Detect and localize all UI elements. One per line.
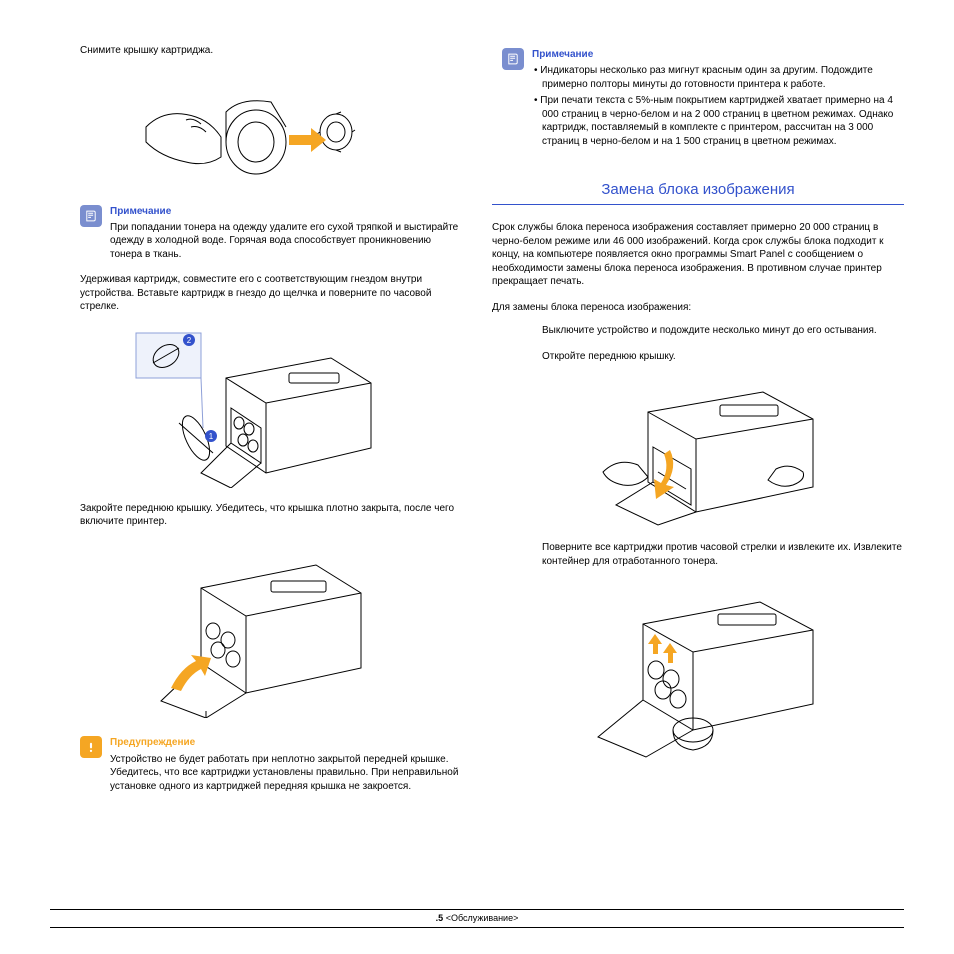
step-remove-cap: Снимите крышку картриджа. xyxy=(80,44,462,58)
warning-cover: Предупреждение Устройство не будет работ… xyxy=(80,736,462,794)
svg-text:1: 1 xyxy=(209,432,214,441)
footer-section-label: <Обслуживание> xyxy=(446,913,519,923)
note-bullet-1: • Индикаторы несколько раз мигнут красны… xyxy=(532,64,904,91)
imaging-intro: Срок службы блока переноса изображения с… xyxy=(492,221,904,289)
footer-page-number: .5 xyxy=(436,913,444,923)
note-title: Примечание xyxy=(532,48,904,62)
note-body: При попадании тонера на одежду удалите е… xyxy=(110,221,462,262)
imaging-intro2: Для замены блока переноса изображения: xyxy=(492,301,904,315)
note-title: Примечание xyxy=(110,205,462,219)
step-power-off: Выключите устройство и подождите несколь… xyxy=(542,324,904,338)
note-bullet-1-text: Индикаторы несколько раз мигнут красным … xyxy=(540,65,873,90)
section-title-imaging-unit: Замена блока изображения xyxy=(492,179,904,200)
illustration-close-cover xyxy=(131,543,381,718)
illustration-open-cover xyxy=(568,377,828,527)
warning-title: Предупреждение xyxy=(110,736,462,750)
note-bullet-2: • При печати текста с 5%-ным покрытием к… xyxy=(532,94,904,148)
warning-content: Предупреждение Устройство не будет работ… xyxy=(110,736,462,794)
svg-text:2: 2 xyxy=(187,336,192,345)
note-indicators: Примечание • Индикаторы несколько раз ми… xyxy=(502,48,904,151)
note-toner-clothes: Примечание При попадании тонера на одежд… xyxy=(80,205,462,262)
note-content: Примечание • Индикаторы несколько раз ми… xyxy=(532,48,904,151)
note-icon xyxy=(80,205,102,227)
two-column-layout: Снимите крышку картриджа. xyxy=(50,40,904,900)
warning-body: Устройство не будет работать при неплотн… xyxy=(110,753,462,794)
note-content: Примечание При попадании тонера на одежд… xyxy=(110,205,462,262)
step-close-cover: Закройте переднюю крышку. Убедитесь, что… xyxy=(80,502,462,529)
note-icon xyxy=(502,48,524,70)
step-insert-cartridge: Удерживая картридж, совместите его с соо… xyxy=(80,273,462,314)
note-bullet-2-text: При печати текста с 5%-ным покрытием кар… xyxy=(540,95,893,147)
right-column: Примечание • Индикаторы несколько раз ми… xyxy=(492,40,904,900)
illustration-remove-cartridges xyxy=(568,582,828,762)
illustration-insert-cartridge: 2 1 xyxy=(131,328,381,488)
warning-icon xyxy=(80,736,102,758)
section-rule xyxy=(492,204,904,205)
step-open-cover: Откройте переднюю крышку. xyxy=(542,350,904,364)
page-footer: .5 <Обслуживание> xyxy=(50,909,904,928)
step-remove-cartridges: Поверните все картриджи против часовой с… xyxy=(542,541,904,568)
illustration-cartridge-cap xyxy=(141,72,371,187)
left-column: Снимите крышку картриджа. xyxy=(50,40,462,900)
